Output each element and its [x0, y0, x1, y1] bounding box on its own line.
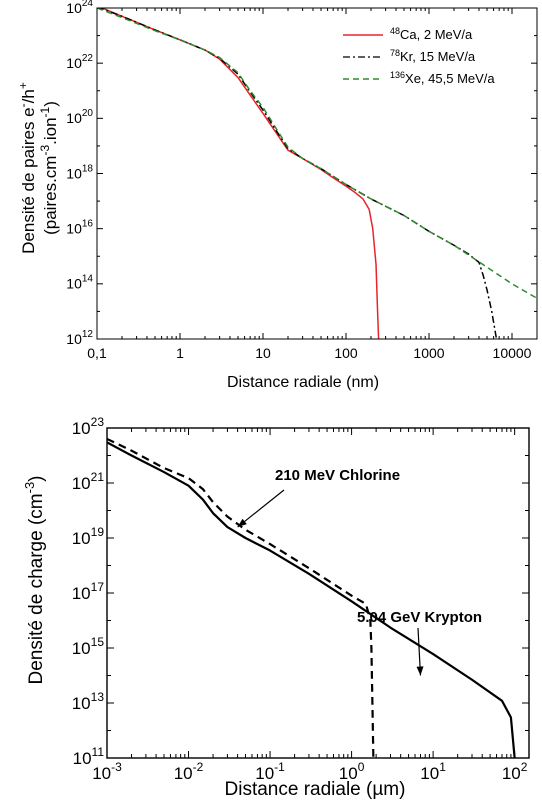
x-tick-label: 100: [339, 760, 365, 783]
svg-text:(paires.cm-3.ion-1): (paires.cm-3.ion-1): [38, 101, 60, 235]
bottom-y-axis-label: Densité de charge (cm-3): [22, 475, 47, 684]
annotation-chlorine: 210 MeV Chlorine: [275, 467, 400, 484]
y-tick-label: 1020: [66, 108, 93, 126]
y-tick-label: 1015: [72, 635, 105, 658]
y-tick-label: 1019: [72, 525, 105, 548]
x-tick-label: 100: [334, 345, 358, 361]
x-tick-label: 0,1: [87, 345, 107, 361]
top-y-tick-labels: 1012 1014 1016 1018 1020 1022 1024: [66, 0, 93, 347]
y-tick-label: 1018: [66, 163, 93, 181]
legend-item-kr: 78Kr, 15 MeV/a: [343, 48, 476, 64]
x-tick-label: 10-3: [92, 760, 122, 783]
top-x-tick-labels: 0,1 1 10 100 1000 10000: [87, 345, 531, 361]
legend-label-kr: 78Kr, 15 MeV/a: [390, 48, 476, 64]
x-tick-label: 10-2: [174, 760, 204, 783]
series-group: [97, 8, 537, 339]
annotation-arrow-chlorine: [237, 489, 285, 528]
legend-item-ca: 48Ca, 2 MeV/a: [343, 26, 473, 42]
svg-text:Densité de paires e-/h+: Densité de paires e-/h+: [16, 82, 38, 254]
annotation-arrow-krypton: [416, 627, 424, 676]
tick-marks: [106, 427, 529, 759]
x-tick-label: 1: [176, 345, 184, 361]
y-tick-label: 1013: [72, 690, 105, 713]
chart-bottom: 10-3 10-2 10-1 100 101 102 101110131015101710…: [22, 415, 530, 800]
series-group: [107, 437, 516, 758]
chart-top: 0,1 1 10 100 1000 10000 101210141016101810201…: [16, 0, 538, 391]
top-y-axis-label: Densité de paires e-/h+ (paires.cm-3.ion…: [16, 82, 60, 254]
legend-item-xe: 136Xe, 45,5 MeV/a: [343, 70, 495, 86]
x-tick-label: 102: [502, 760, 528, 783]
bottom-y-tick-labels: 1011 1013 1015 1017 1019 1021 1023: [72, 415, 105, 768]
bottom-annotations: 210 MeV Chlorine 5.04 GeV Krypton: [237, 467, 482, 676]
x-tick-label: 10: [255, 345, 271, 361]
bottom-x-axis-label: Distance radiale (µm): [225, 779, 406, 800]
y-tick-label: 1024: [66, 0, 93, 16]
x-tick-label: 1000: [413, 345, 444, 361]
y-tick-label: 1021: [72, 470, 105, 493]
y-tick-label: 1014: [66, 274, 93, 292]
x-tick-label: 101: [420, 760, 446, 783]
top-plot-area: [96, 7, 538, 340]
legend-label-ca: 48Ca, 2 MeV/a: [390, 26, 473, 42]
y-tick-label: 1017: [72, 580, 105, 603]
x-tick-label: 10000: [493, 345, 532, 361]
bottom-plot-area: [106, 427, 530, 759]
bottom-x-tick-labels: 10-3 10-2 10-1 100 101 102: [92, 760, 528, 783]
y-tick-label: 1011: [73, 745, 105, 768]
y-tick-label: 1023: [72, 415, 105, 438]
series-line-3: [97, 8, 537, 299]
y-tick-label: 1016: [66, 219, 93, 237]
top-legend: 48Ca, 2 MeV/a 78Kr, 15 MeV/a 136Xe, 45,5…: [343, 26, 495, 86]
tick-marks: [96, 7, 538, 340]
y-tick-label: 1022: [66, 53, 93, 71]
x-tick-label: 10-1: [255, 760, 285, 783]
y-tick-label: 1012: [66, 329, 93, 347]
series-line-1: [107, 441, 516, 758]
legend-label-xe: 136Xe, 45,5 MeV/a: [390, 70, 495, 86]
top-x-axis-label: Distance radiale (nm): [227, 374, 379, 391]
annotation-krypton: 5.04 GeV Krypton: [357, 609, 482, 626]
series-line-2: [107, 437, 375, 758]
